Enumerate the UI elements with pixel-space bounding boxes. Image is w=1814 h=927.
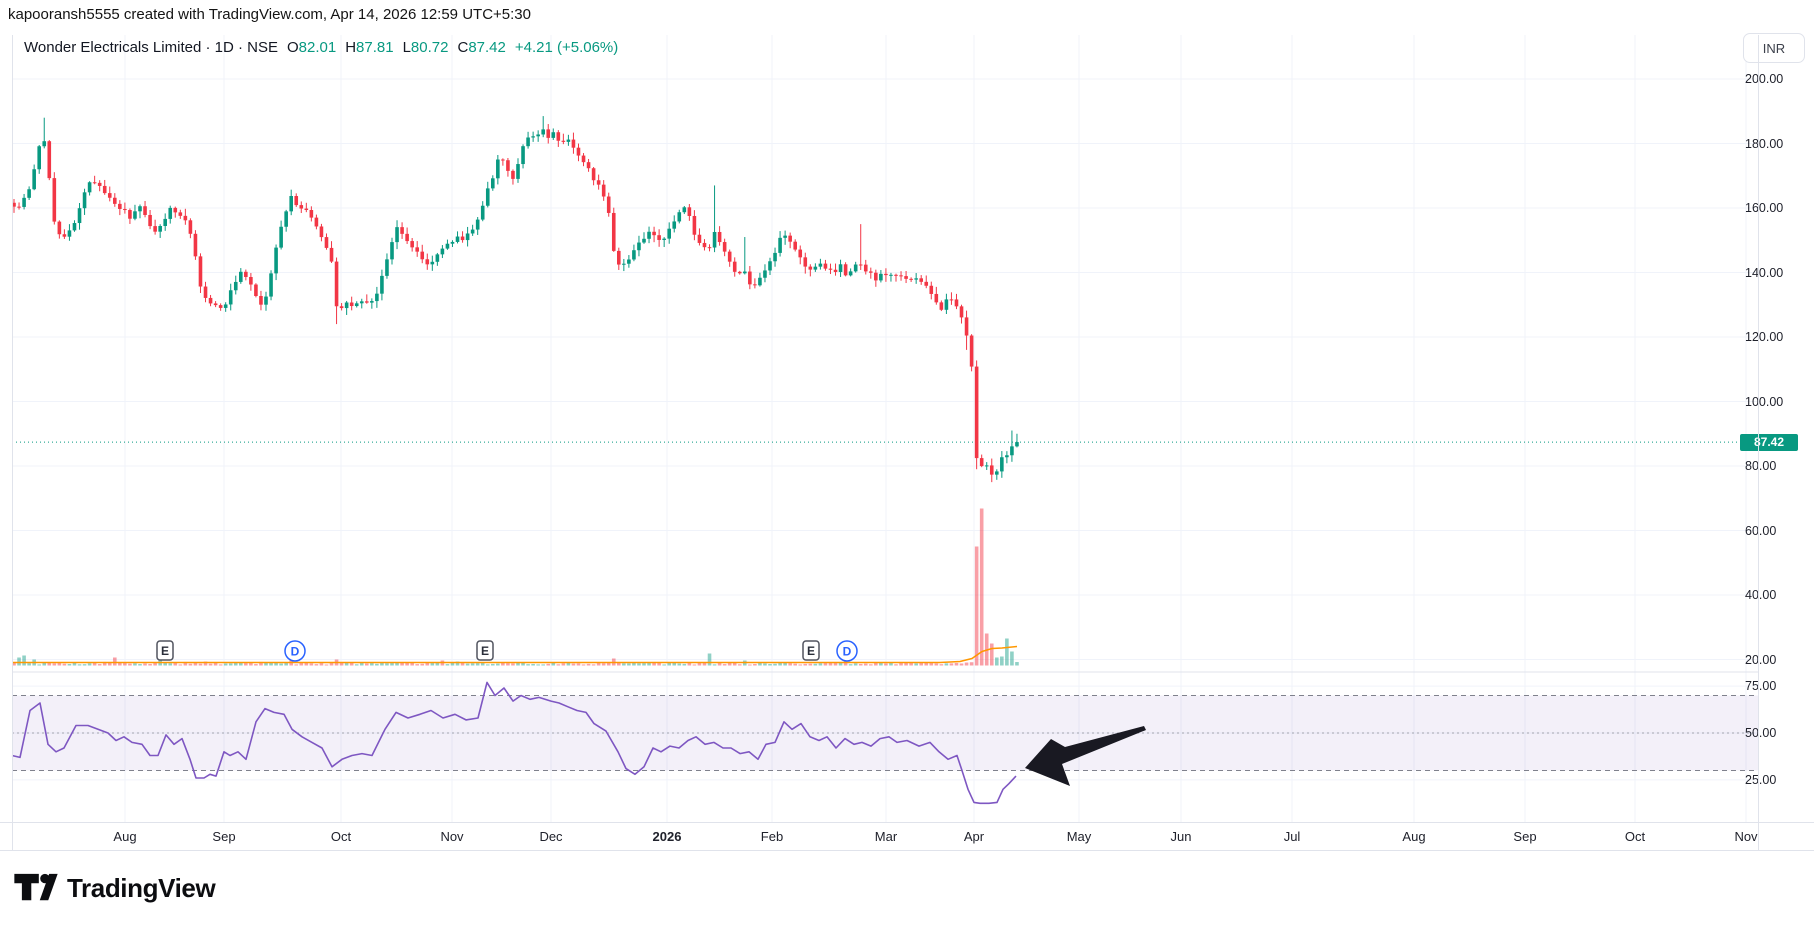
chart-left-border bbox=[12, 35, 13, 850]
volume-ma-line bbox=[12, 645, 1018, 664]
time-axis-label: Apr bbox=[963, 829, 985, 844]
price-axis-label: 60.00 bbox=[1745, 523, 1777, 538]
price-axis-label: 180.00 bbox=[1745, 136, 1784, 151]
rsi-line bbox=[11, 681, 1017, 805]
rsi-axis-label: 50.00 bbox=[1745, 726, 1777, 740]
ohlc-close: C87.42 bbox=[457, 39, 506, 56]
price-axis-label: 140.00 bbox=[1745, 265, 1784, 280]
price-axis-label: 160.00 bbox=[1745, 201, 1784, 215]
svg-text:D: D bbox=[291, 645, 300, 659]
earnings-marker[interactable]: E bbox=[156, 640, 174, 661]
time-axis-label: Jun bbox=[1170, 829, 1192, 844]
last-price-badge: 87.42 bbox=[1740, 433, 1798, 451]
ohlc-low: L80.72 bbox=[402, 39, 449, 56]
time-axis-label: Sep bbox=[1513, 829, 1537, 844]
earnings-marker[interactable]: E bbox=[476, 640, 494, 661]
widget-bottom-border bbox=[0, 850, 1814, 851]
ohlc-open: O82.01 bbox=[286, 39, 337, 56]
dividend-marker[interactable]: D bbox=[284, 640, 306, 662]
time-axis-label: 2026 bbox=[652, 829, 682, 844]
time-axis-label: Oct bbox=[1624, 829, 1646, 844]
time-axis-label: May bbox=[1066, 829, 1092, 844]
price-axis-label: 100.00 bbox=[1745, 394, 1784, 409]
price-axis-label: 20.00 bbox=[1745, 652, 1777, 667]
arrow-annotation bbox=[1025, 726, 1146, 786]
currency-button[interactable]: INR bbox=[1743, 33, 1805, 63]
price-axis-label: 120.00 bbox=[1745, 330, 1784, 344]
time-axis-label: Dec bbox=[539, 829, 563, 844]
time-axis-label: Nov bbox=[1734, 829, 1758, 844]
time-axis[interactable]: Aug Sep Oct Nov Dec 2026 Feb Mar Apr May Jun Jul Aug… bbox=[0, 829, 1758, 851]
time-axis-label: Feb bbox=[760, 829, 784, 844]
rsi-axis-label: 25.00 bbox=[1745, 772, 1777, 787]
dividend-marker[interactable]: D bbox=[836, 640, 858, 662]
svg-text:E: E bbox=[807, 644, 815, 658]
time-axis-label: Nov bbox=[440, 829, 464, 844]
time-axis-label: Jul bbox=[1283, 829, 1301, 844]
earnings-marker[interactable]: E bbox=[802, 640, 820, 661]
price-axis-label: 40.00 bbox=[1745, 588, 1777, 602]
rsi-axis-label: 75.00 bbox=[1745, 679, 1777, 694]
time-axis-label: Aug bbox=[113, 829, 137, 844]
ohlc-high: H87.81 bbox=[345, 39, 394, 56]
price-change: +4.21 (+5.06%) bbox=[514, 39, 619, 56]
time-axis-label: Mar bbox=[874, 829, 898, 844]
price-scale-border bbox=[1758, 35, 1759, 850]
price-axis-label: 200.00 bbox=[1745, 72, 1784, 86]
price-axis-label: 80.00 bbox=[1745, 459, 1777, 473]
time-axis-label: Aug bbox=[1402, 829, 1426, 844]
tradingview-logo-text: TradingView bbox=[67, 872, 216, 903]
tradingview-logo[interactable]: TradingView bbox=[14, 872, 216, 904]
svg-text:D: D bbox=[843, 645, 852, 659]
symbol-legend[interactable]: Wonder Electricals Limited · 1D · NSE O8… bbox=[24, 39, 618, 56]
time-axis-label: Sep bbox=[212, 829, 236, 844]
tradingview-logo-icon bbox=[14, 873, 58, 901]
time-axis-label: Oct bbox=[330, 829, 352, 844]
candlestick-series bbox=[12, 116, 1019, 483]
svg-text:E: E bbox=[481, 644, 489, 658]
symbol-title: Wonder Electricals Limited · 1D · NSE bbox=[24, 39, 278, 56]
time-scale-top-border bbox=[0, 822, 1814, 823]
svg-text:E: E bbox=[161, 644, 169, 658]
snapshot-watermark: kapooransh5555 created with TradingView.… bbox=[8, 6, 531, 23]
